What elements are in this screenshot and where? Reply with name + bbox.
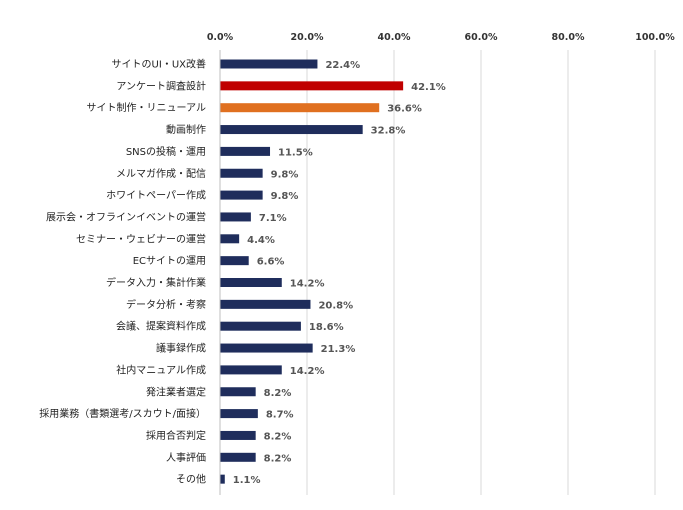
category-label: 採用業務（書類選考/スカウト/面接） xyxy=(39,407,206,420)
x-tick-label: 60.0% xyxy=(465,32,498,43)
category-label: 議事録作成 xyxy=(156,342,206,355)
bar xyxy=(220,81,404,91)
bar xyxy=(220,212,251,222)
category-label: セミナー・ウェビナーの運営 xyxy=(76,232,206,245)
data-label: 9.8% xyxy=(271,191,299,202)
bar xyxy=(220,103,380,113)
data-label: 8.2% xyxy=(264,431,292,442)
bar xyxy=(220,409,258,419)
x-tick-label: 100.0% xyxy=(635,32,675,43)
category-label: 人事評価 xyxy=(166,451,206,464)
x-axis-ticks: 0.0% 20.0% 40.0% 60.0% 80.0% 100.0% xyxy=(207,32,675,43)
data-label: 14.2% xyxy=(290,366,325,377)
category-label: 会議、提案資料作成 xyxy=(116,320,206,333)
category-label: データ入力・集計作業 xyxy=(106,276,206,289)
data-label: 9.8% xyxy=(271,169,299,180)
data-label: 21.3% xyxy=(321,344,356,355)
x-tick-label: 0.0% xyxy=(207,32,234,43)
category-label: サイト制作・リニューアル xyxy=(87,101,207,114)
category-label: 展示会・オフラインイベントの運営 xyxy=(46,210,206,223)
data-label: 1.1% xyxy=(233,475,261,486)
bar xyxy=(220,474,225,484)
category-label: 採用合否判定 xyxy=(146,429,206,442)
x-tick-label: 40.0% xyxy=(378,32,411,43)
bar xyxy=(220,256,249,266)
data-labels: 22.4% 42.1% 36.6% 32.8% 11.5% 9.8% 9.8% 7.1% 4.4… xyxy=(233,60,446,486)
data-label: 8.2% xyxy=(264,453,292,464)
bar xyxy=(220,146,271,156)
bar xyxy=(220,190,263,200)
data-label: 8.2% xyxy=(264,388,292,399)
category-label: ホワイトペーパー作成 xyxy=(106,190,206,202)
bar xyxy=(220,387,256,397)
bars xyxy=(220,59,404,484)
bar xyxy=(220,321,301,331)
data-label: 42.1% xyxy=(411,82,446,93)
category-label: 社内マニュアル作成 xyxy=(116,363,206,376)
bar xyxy=(220,343,313,353)
x-tick-label: 20.0% xyxy=(291,32,324,43)
category-label: 動画制作 xyxy=(166,123,206,136)
bar xyxy=(220,234,240,244)
data-label: 32.8% xyxy=(371,126,406,137)
data-label: 36.6% xyxy=(387,104,422,115)
data-label: 8.7% xyxy=(266,410,294,421)
data-label: 14.2% xyxy=(290,279,325,290)
data-label: 4.4% xyxy=(247,235,275,246)
category-label: 発注業者選定 xyxy=(146,385,206,398)
data-label: 20.8% xyxy=(318,300,353,311)
bar xyxy=(220,59,318,69)
category-label: サイトのUI・UX改善 xyxy=(112,58,206,71)
data-label: 22.4% xyxy=(325,60,360,71)
bar xyxy=(220,299,311,309)
category-label: ECサイトの運用 xyxy=(133,255,206,267)
bar xyxy=(220,168,263,178)
gridlines xyxy=(219,50,656,495)
category-label: アンケート調査設計 xyxy=(116,79,206,92)
category-label: データ分析・考察 xyxy=(126,298,206,311)
data-label: 6.6% xyxy=(257,257,285,268)
bar xyxy=(220,452,256,462)
category-label: その他 xyxy=(176,473,206,486)
bar xyxy=(220,365,282,375)
bar xyxy=(220,430,256,440)
x-tick-label: 80.0% xyxy=(552,32,585,43)
bar xyxy=(220,125,363,135)
category-label: メルマガ作成・配信 xyxy=(116,168,206,180)
data-label: 18.6% xyxy=(309,322,344,333)
data-label: 7.1% xyxy=(259,213,287,224)
data-label: 11.5% xyxy=(278,147,313,158)
bar xyxy=(220,278,282,287)
category-label: SNSの投稿・運用 xyxy=(126,145,206,158)
